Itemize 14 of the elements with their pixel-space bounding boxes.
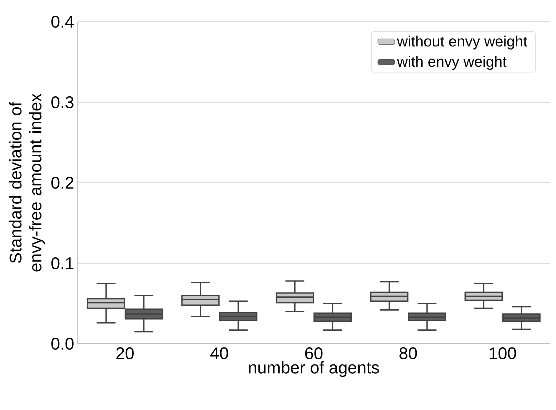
y-tick-label: 0.0	[52, 338, 74, 350]
x-axis-title: number of agents	[249, 361, 380, 378]
y-tick-label: 0.2	[52, 177, 74, 189]
y-tick-label: 0.3	[52, 96, 74, 108]
y-axis-title: Standard deviation of envy-free amount index	[9, 94, 46, 272]
y-tick-label: 0.4	[52, 16, 74, 28]
legend-label: with envy weight	[397, 56, 507, 70]
x-tick-label: 80	[400, 348, 418, 360]
x-tick-label: 100	[490, 348, 516, 360]
x-tick-label: 40	[210, 348, 228, 360]
x-tick-label: 60	[305, 348, 323, 360]
x-tick-label: 20	[116, 348, 134, 360]
y-tick-label: 0.1	[52, 258, 74, 270]
legend-label: without envy weight	[397, 36, 528, 50]
